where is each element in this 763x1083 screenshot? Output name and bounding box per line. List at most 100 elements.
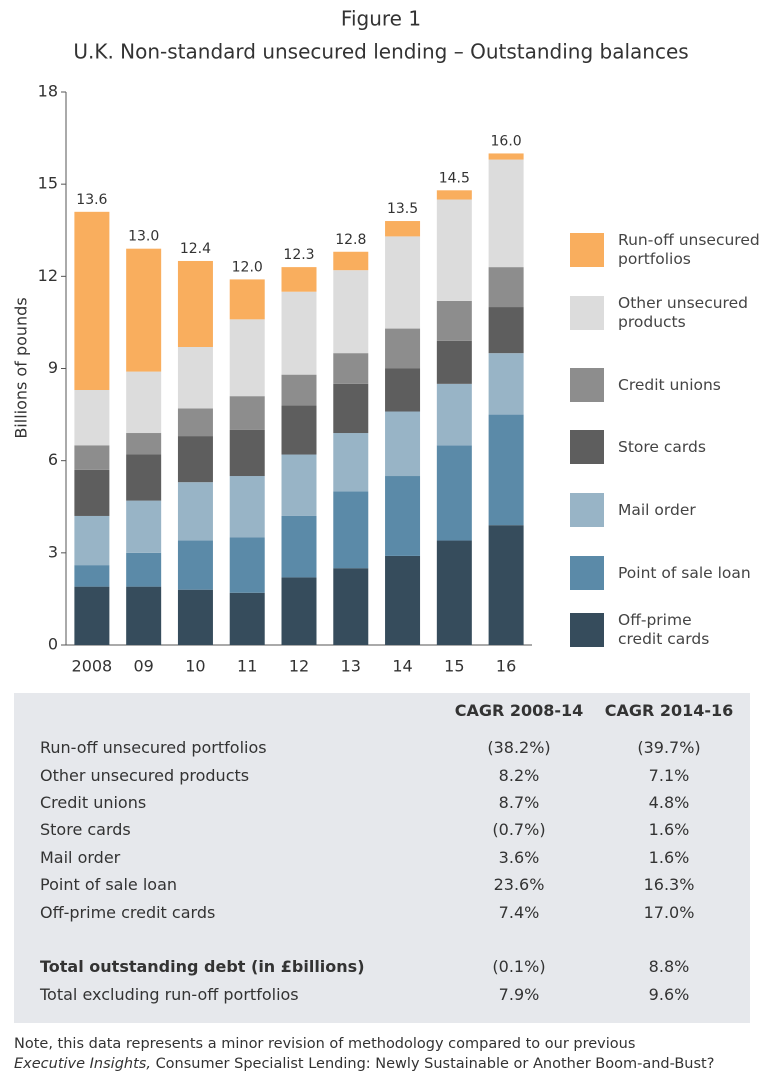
bar-segment <box>333 433 369 492</box>
bar-segment <box>333 568 369 645</box>
bar-segment <box>333 353 369 384</box>
bar-segment <box>281 454 317 516</box>
legend-entry: Point of sale loan <box>570 556 763 590</box>
bar-segment <box>436 540 472 645</box>
bar-segment <box>488 267 524 308</box>
bar-segment <box>177 482 213 541</box>
legend-swatch <box>570 430 604 464</box>
legend-label: Credit unions <box>618 375 721 394</box>
note-source-italic: Executive Insights, <box>14 1056 151 1072</box>
row-label: Total outstanding debt (in £billions) <box>40 957 365 976</box>
cell: 4.8% <box>648 793 690 812</box>
table-row: Credit unions 8.7% 4.8% <box>14 789 750 816</box>
total-label: 12.8 <box>335 232 366 248</box>
legend-label: Point of sale loan <box>618 563 751 582</box>
total-label: 16.0 <box>491 133 522 149</box>
bar-segment <box>229 279 265 320</box>
column-header: CAGR 2008-14 <box>454 701 584 720</box>
cell: (0.7%) <box>492 820 546 839</box>
total-label: 14.5 <box>439 170 470 186</box>
x-tick-label: 11 <box>237 657 257 676</box>
column-header: CAGR 2014-16 <box>604 701 734 720</box>
legend-swatch <box>570 296 604 330</box>
bar-segment <box>488 307 524 354</box>
bar-segment <box>333 491 369 569</box>
cell: 3.6% <box>498 848 540 867</box>
cell: 1.6% <box>648 820 690 839</box>
note-source-text: Consumer Specialist Lending: Newly Susta… <box>155 1056 715 1072</box>
bar-segment <box>177 540 213 590</box>
bar-segment <box>229 592 265 645</box>
y-tick-label: 9 <box>48 358 58 377</box>
legend-entry: Credit unions <box>570 368 763 402</box>
bar-segment <box>333 251 369 271</box>
row-label: Store cards <box>40 820 131 839</box>
cell: 9.6% <box>648 985 690 1004</box>
row-label: Point of sale loan <box>40 875 178 894</box>
legend-label: Store cards <box>618 437 706 456</box>
bar-segment <box>333 383 369 434</box>
bar-segment <box>488 414 524 526</box>
bar-segment <box>177 589 213 645</box>
bar-segment <box>385 221 421 237</box>
bar-segment <box>385 328 421 369</box>
bar-segment <box>74 565 110 587</box>
bar-segment <box>229 319 265 397</box>
bar-segment <box>436 199 472 301</box>
bar-segment <box>74 515 110 566</box>
row-label: Run-off unsecured portfolios <box>40 738 267 757</box>
bar-segment <box>177 346 213 409</box>
bar-segment <box>488 153 524 160</box>
row-label: Off-prime credit cards <box>40 903 216 922</box>
row-label: Other unsecured products <box>40 766 250 785</box>
total-label: 12.3 <box>283 247 314 263</box>
cell: 7.4% <box>498 903 540 922</box>
y-tick-label: 18 <box>38 82 58 101</box>
cell: 7.1% <box>648 766 690 785</box>
bar-segment <box>281 291 317 375</box>
bar-segment <box>126 433 162 455</box>
row-label: Mail order <box>40 848 121 867</box>
legend-swatch <box>570 613 604 647</box>
bar-segment <box>229 396 265 430</box>
cell: 8.2% <box>498 766 540 785</box>
bar-segment <box>436 190 472 200</box>
bar-segment <box>74 586 110 645</box>
bar-segment <box>281 515 317 578</box>
legend-swatch <box>570 233 604 267</box>
row-label: Total excluding run-off portfolios <box>40 985 299 1004</box>
x-tick-label: 13 <box>341 657 361 676</box>
legend-entry: Off-prime credit cards <box>570 611 728 648</box>
y-tick-label: 12 <box>38 266 58 285</box>
cell: (39.7%) <box>637 738 701 757</box>
y-tick-label: 3 <box>48 542 58 561</box>
bar-segment <box>177 260 213 347</box>
legend-entry: Mail order <box>570 493 763 527</box>
x-tick-label: 16 <box>496 657 516 676</box>
bar-segment <box>126 500 162 553</box>
cell: 8.8% <box>648 957 690 976</box>
bar-segment <box>281 577 317 645</box>
bar-segment <box>126 552 162 587</box>
note: Note, this data represents a minor revis… <box>14 1034 714 1074</box>
total-label: 12.0 <box>232 259 263 275</box>
total-label: 13.0 <box>128 229 159 245</box>
cell: 1.6% <box>648 848 690 867</box>
x-tick-label: 14 <box>392 657 412 676</box>
bar-segment <box>74 390 110 446</box>
note-source: Executive Insights, Consumer Specialist … <box>14 1054 714 1074</box>
bar-segment <box>281 374 317 406</box>
cell: 7.9% <box>498 985 540 1004</box>
table-row: Total outstanding debt (in £billions) (0.… <box>14 953 750 980</box>
bar-segment <box>74 211 110 391</box>
bar-segment <box>126 371 162 434</box>
row-label: Credit unions <box>40 793 147 812</box>
bar-segment <box>74 445 110 470</box>
bar-segment <box>333 270 369 354</box>
bar-segment <box>436 445 472 541</box>
bar-segment <box>436 383 472 446</box>
x-tick-label: 2008 <box>72 657 113 676</box>
table-header: CAGR 2008-14 CAGR 2014-16 <box>14 697 750 724</box>
bar-segment <box>126 248 162 372</box>
bar-segment <box>385 476 421 556</box>
